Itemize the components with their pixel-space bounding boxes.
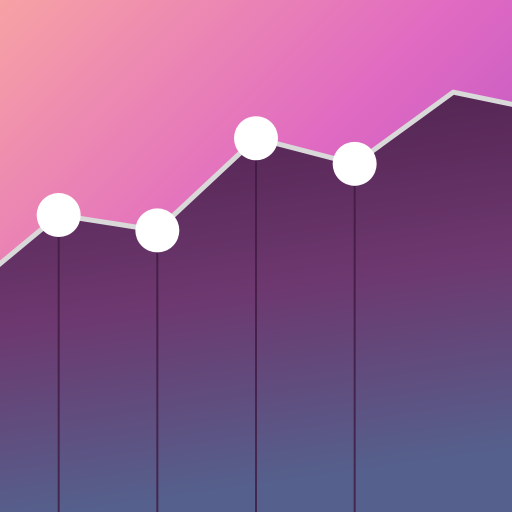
data-point-marker — [36, 193, 81, 238]
guide-layer — [57, 138, 356, 512]
marker-layer — [36, 116, 377, 253]
data-point-marker — [234, 116, 278, 161]
data-point-marker — [135, 208, 180, 253]
data-point-marker — [332, 141, 377, 186]
